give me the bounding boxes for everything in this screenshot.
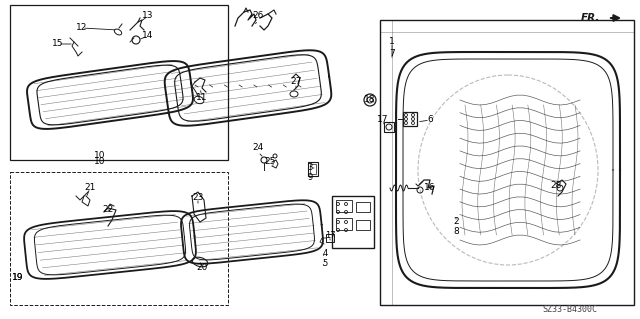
- Bar: [332, 196, 374, 248]
- Text: 6: 6: [427, 115, 433, 124]
- Text: 19: 19: [12, 273, 24, 283]
- Text: 9: 9: [307, 174, 312, 182]
- Text: SZ33-B4300C: SZ33-B4300C: [543, 306, 598, 315]
- Bar: [384, 122, 394, 132]
- Text: 18: 18: [364, 95, 376, 105]
- Text: 23: 23: [192, 194, 204, 203]
- Bar: [308, 162, 318, 176]
- Text: 7: 7: [389, 49, 395, 58]
- Text: 15: 15: [52, 40, 64, 48]
- Text: 19: 19: [12, 273, 24, 283]
- Text: 1: 1: [389, 38, 395, 47]
- Text: 10: 10: [94, 151, 106, 160]
- Text: 12: 12: [76, 24, 88, 33]
- Text: FR.: FR.: [580, 13, 600, 23]
- Text: 8: 8: [453, 227, 459, 236]
- Bar: [403, 112, 417, 126]
- Text: 14: 14: [142, 32, 154, 41]
- Text: 2: 2: [453, 218, 459, 226]
- Bar: [336, 218, 352, 230]
- Text: 5: 5: [323, 259, 328, 269]
- Text: 17: 17: [324, 232, 335, 241]
- Text: 11: 11: [196, 93, 208, 101]
- Text: 22: 22: [102, 205, 114, 214]
- Text: 24: 24: [252, 144, 264, 152]
- Text: 27: 27: [291, 78, 301, 86]
- Bar: [10, 5, 228, 160]
- Bar: [326, 234, 334, 242]
- Text: 20: 20: [196, 263, 208, 272]
- Text: 4: 4: [323, 249, 328, 258]
- Text: 17: 17: [377, 115, 388, 124]
- Bar: [10, 172, 228, 305]
- Bar: [356, 202, 370, 212]
- Text: 25: 25: [264, 158, 276, 167]
- Text: 26: 26: [252, 11, 264, 20]
- Bar: [336, 200, 352, 212]
- Text: 10: 10: [94, 158, 106, 167]
- Text: 16: 16: [424, 183, 436, 192]
- Bar: [310, 164, 316, 174]
- Text: 13: 13: [142, 11, 154, 20]
- Text: 3: 3: [307, 164, 313, 173]
- Bar: [356, 220, 370, 230]
- Text: 28: 28: [550, 182, 562, 190]
- Bar: [380, 20, 634, 305]
- Text: 21: 21: [84, 183, 96, 192]
